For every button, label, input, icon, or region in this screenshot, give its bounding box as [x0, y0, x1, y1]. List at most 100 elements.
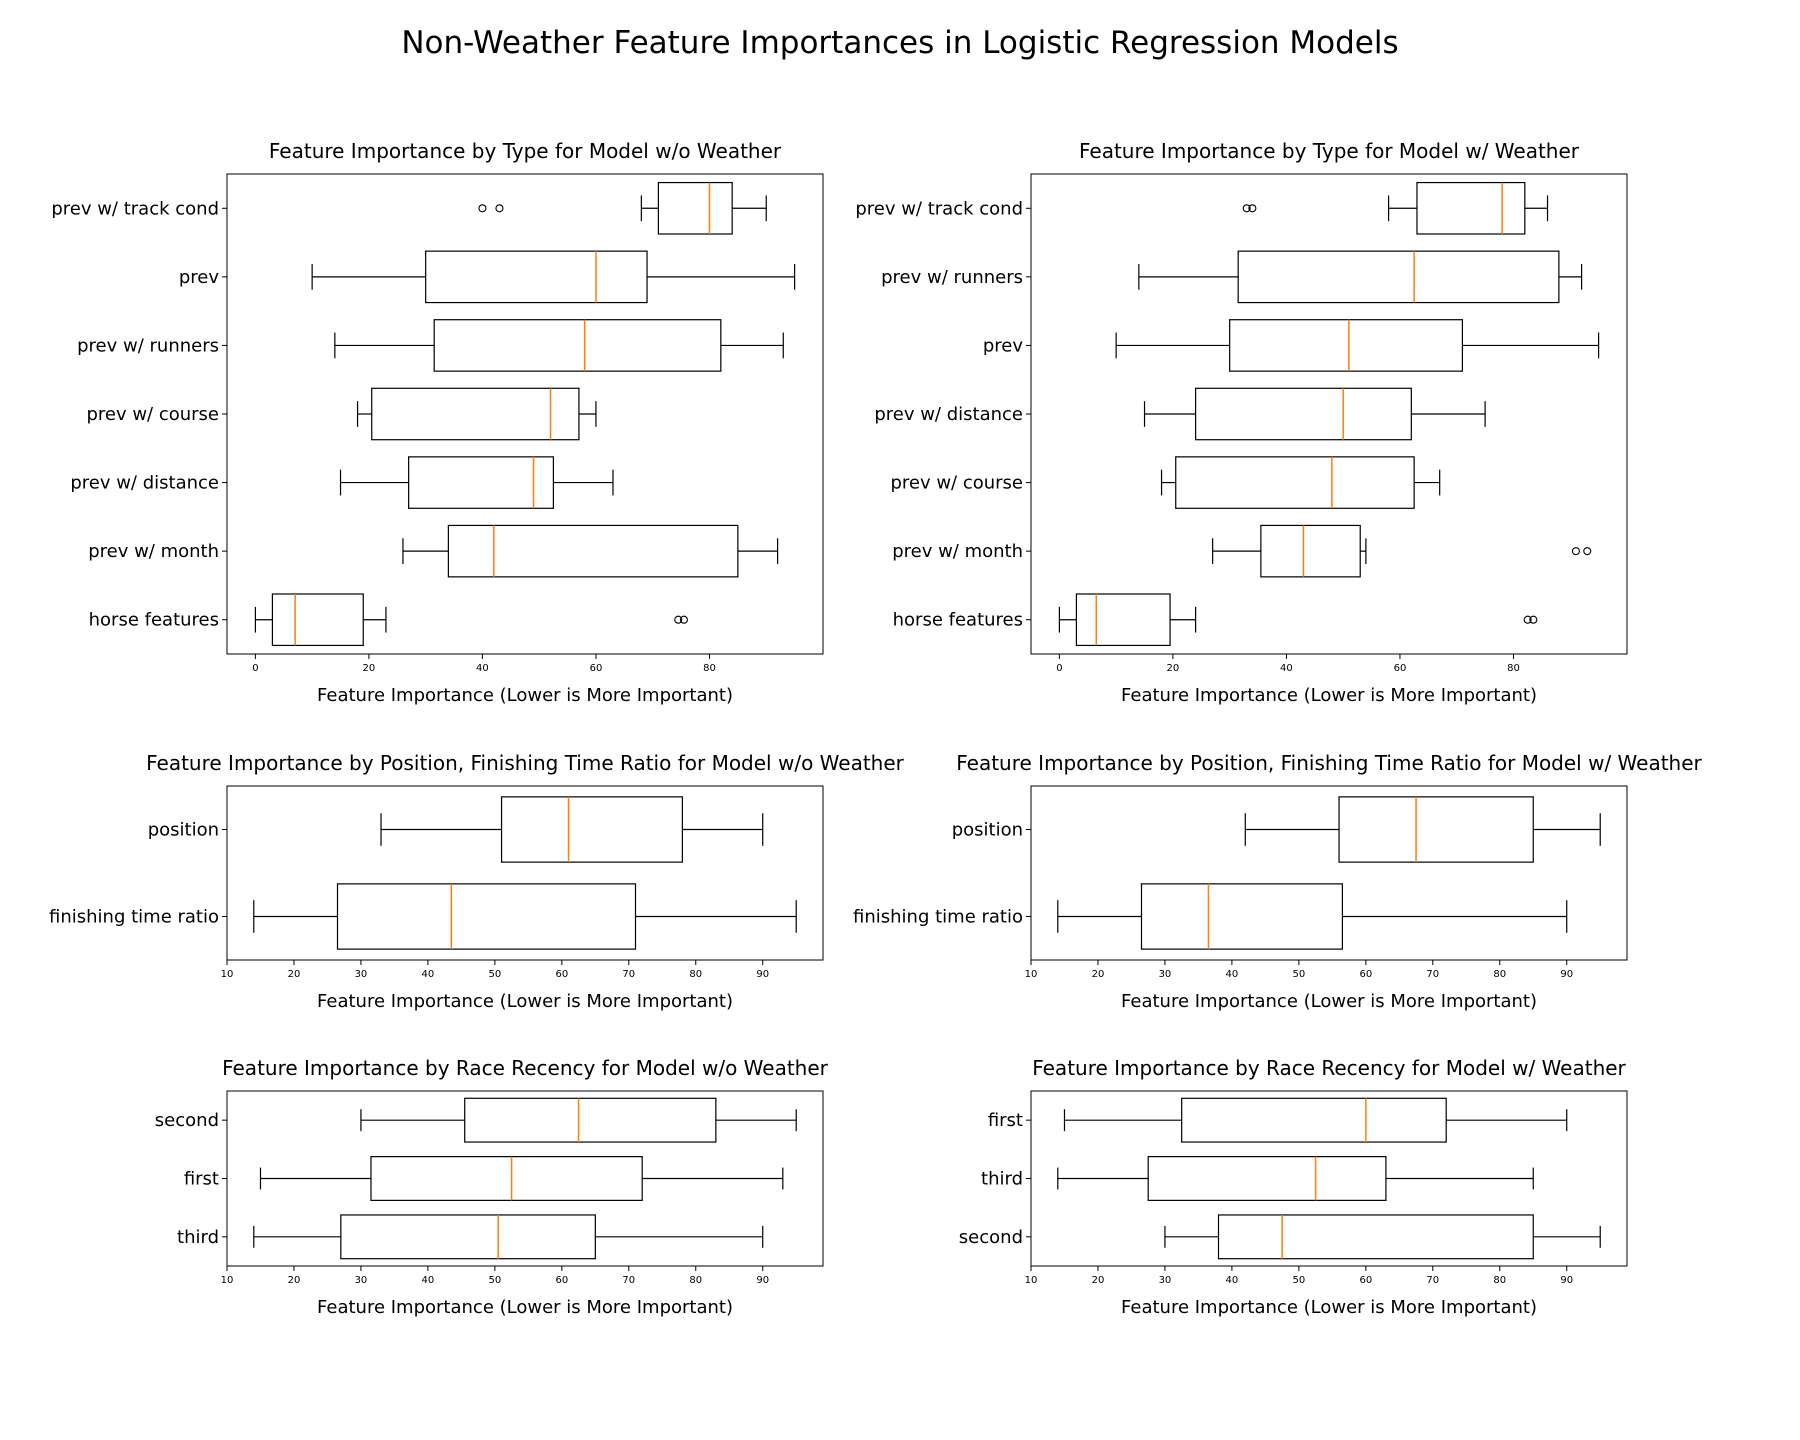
box-iqr: [1175, 456, 1415, 509]
box-prev: [1115, 319, 1600, 372]
axes-frame: [1030, 785, 1628, 961]
box-iqr: [271, 593, 364, 647]
box-finishing-time-ratio: [253, 883, 797, 950]
box-prev-w-distance: [339, 456, 614, 509]
outlier-point: [1529, 615, 1538, 624]
x-tick-label: 40: [422, 1275, 435, 1286]
x-tick-label: 30: [355, 969, 368, 980]
y-tick-label: prev w/ course: [890, 473, 1023, 494]
box-iqr: [408, 456, 554, 509]
subplot-5: Feature Importance by Race Recency for M…: [155, 1056, 829, 1318]
x-tick-label: 80: [1507, 663, 1520, 674]
x-tick-label: 40: [1226, 969, 1239, 980]
outlier-point: [1571, 547, 1580, 556]
y-tick-label: position: [148, 820, 219, 841]
y-tick-label: prev: [983, 335, 1024, 356]
box-prev-w-track-cond: [478, 181, 767, 235]
box-iqr: [336, 883, 637, 950]
box-iqr: [1237, 250, 1560, 304]
box-iqr: [370, 1156, 643, 1201]
box-prev-w-course: [356, 387, 597, 441]
y-tick-label: first: [184, 1169, 219, 1190]
subplot-title: Feature Importance by Race Recency for M…: [1032, 1056, 1626, 1080]
x-tick-label: 50: [1292, 969, 1305, 980]
x-tick-label: 90: [1560, 969, 1573, 980]
box-prev-w-runners: [1138, 250, 1583, 304]
x-tick-label: 90: [756, 969, 769, 980]
box-iqr: [1195, 387, 1412, 441]
figure-title: Non-Weather Feature Importances in Logis…: [401, 25, 1398, 61]
box-prev: [311, 250, 796, 304]
subplot-title: Feature Importance by Position, Finishin…: [146, 751, 905, 775]
box-first: [259, 1156, 784, 1201]
y-tick-label: finishing time ratio: [853, 907, 1023, 928]
y-tick-label: prev w/ runners: [881, 267, 1023, 288]
box-horse-features: [1058, 593, 1538, 647]
box-prev-w-month: [1212, 524, 1592, 578]
y-tick-label: prev w/ distance: [70, 473, 219, 494]
x-tick-label: 0: [1056, 663, 1062, 674]
x-tick-label: 70: [622, 969, 635, 980]
box-position: [1244, 796, 1601, 863]
box-prev-w-track-cond: [1242, 181, 1549, 235]
x-tick-label: 40: [1226, 1275, 1239, 1286]
box-position: [380, 796, 764, 863]
y-tick-label: horse features: [89, 610, 219, 631]
x-tick-label: 90: [756, 1275, 769, 1286]
x-axis-label: Feature Importance (Lower is More Import…: [1121, 991, 1537, 1012]
box-iqr: [464, 1097, 717, 1143]
y-tick-label: finishing time ratio: [49, 907, 219, 928]
x-tick-label: 40: [1280, 663, 1293, 674]
subplot-6: Feature Importance by Race Recency for M…: [959, 1056, 1628, 1318]
x-tick-label: 10: [221, 969, 234, 980]
x-tick-label: 80: [1493, 1275, 1506, 1286]
subplot-title: Feature Importance by Race Recency for M…: [222, 1056, 829, 1080]
x-axis-label: Feature Importance (Lower is More Import…: [317, 1297, 733, 1318]
x-tick-label: 50: [488, 1275, 501, 1286]
outlier-point: [495, 204, 504, 213]
x-axis-label: Feature Importance (Lower is More Import…: [317, 991, 733, 1012]
box-iqr: [340, 1214, 596, 1260]
x-tick-label: 20: [288, 1275, 301, 1286]
x-axis-label: Feature Importance (Lower is More Import…: [1121, 685, 1537, 706]
outlier-point: [478, 204, 487, 213]
x-tick-label: 60: [1394, 663, 1407, 674]
x-tick-label: 0: [252, 663, 258, 674]
box-prev-w-course: [1160, 456, 1441, 509]
subplot-3: Feature Importance by Position, Finishin…: [49, 751, 905, 1012]
box-iqr: [1147, 1156, 1387, 1201]
box-iqr: [500, 796, 683, 863]
box-iqr: [657, 181, 733, 235]
x-tick-label: 20: [288, 969, 301, 980]
subplot-2: Feature Importance by Type for Model w/ …: [855, 139, 1628, 706]
axes-frame: [226, 173, 824, 655]
x-tick-label: 70: [1426, 1275, 1439, 1286]
x-tick-label: 60: [555, 1275, 568, 1286]
box-third: [253, 1214, 764, 1260]
y-tick-label: prev w/ distance: [874, 404, 1023, 425]
box-prev-w-runners: [334, 319, 784, 372]
subplot-4: Feature Importance by Position, Finishin…: [853, 751, 1703, 1012]
outlier-point: [679, 615, 688, 624]
x-tick-label: 10: [1025, 1275, 1038, 1286]
box-iqr: [447, 524, 739, 578]
y-tick-label: prev w/ runners: [77, 335, 219, 356]
x-tick-label: 20: [1092, 1275, 1105, 1286]
x-tick-label: 50: [1292, 1275, 1305, 1286]
x-tick-label: 70: [622, 1275, 635, 1286]
outlier-point: [1523, 615, 1532, 624]
y-tick-label: prev: [179, 267, 220, 288]
box-iqr: [1416, 181, 1526, 235]
x-tick-label: 80: [689, 1275, 702, 1286]
x-axis-label: Feature Importance (Lower is More Import…: [317, 685, 733, 706]
outlier-point: [1583, 547, 1592, 556]
box-iqr: [1229, 319, 1463, 372]
x-tick-label: 40: [422, 969, 435, 980]
x-tick-label: 20: [1092, 969, 1105, 980]
y-tick-label: prev w/ month: [892, 541, 1023, 562]
x-tick-label: 80: [703, 663, 716, 674]
y-tick-label: prev w/ track cond: [51, 198, 219, 219]
y-tick-label: horse features: [893, 610, 1023, 631]
box-iqr: [433, 319, 722, 372]
subplot-title: Feature Importance by Type for Model w/o…: [269, 139, 782, 163]
